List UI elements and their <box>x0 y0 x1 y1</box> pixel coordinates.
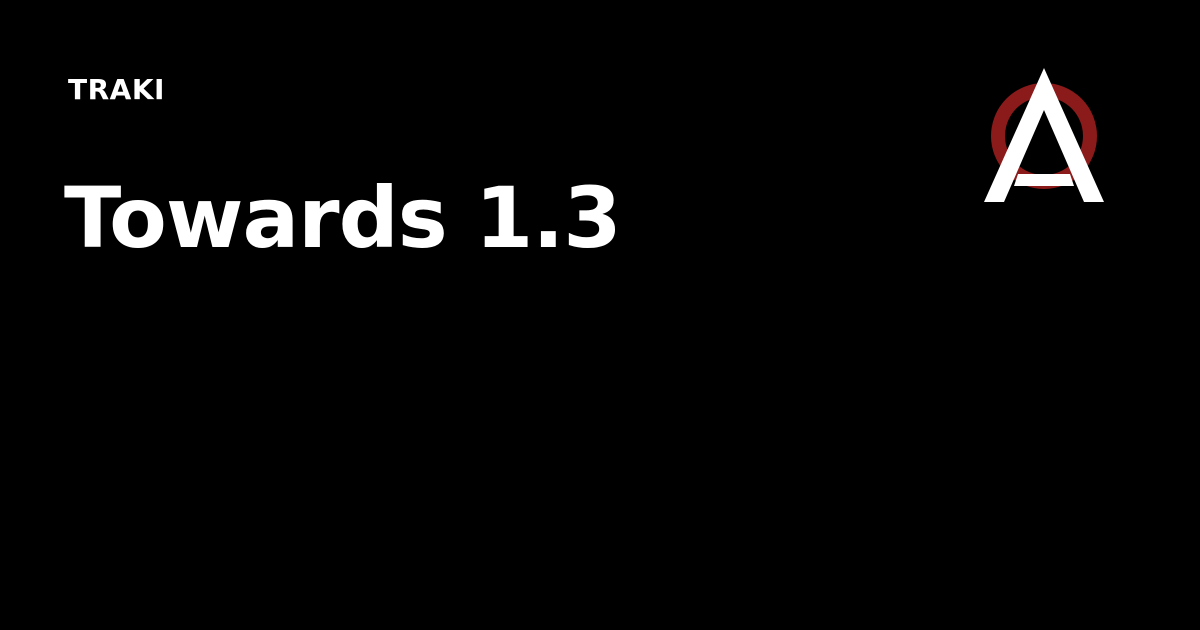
anarchy-a-logo-icon <box>984 68 1104 202</box>
logo-letter-a <box>984 68 1104 202</box>
site-name: TRAKI <box>68 73 165 106</box>
post-title: Towards 1.3 <box>64 169 622 267</box>
